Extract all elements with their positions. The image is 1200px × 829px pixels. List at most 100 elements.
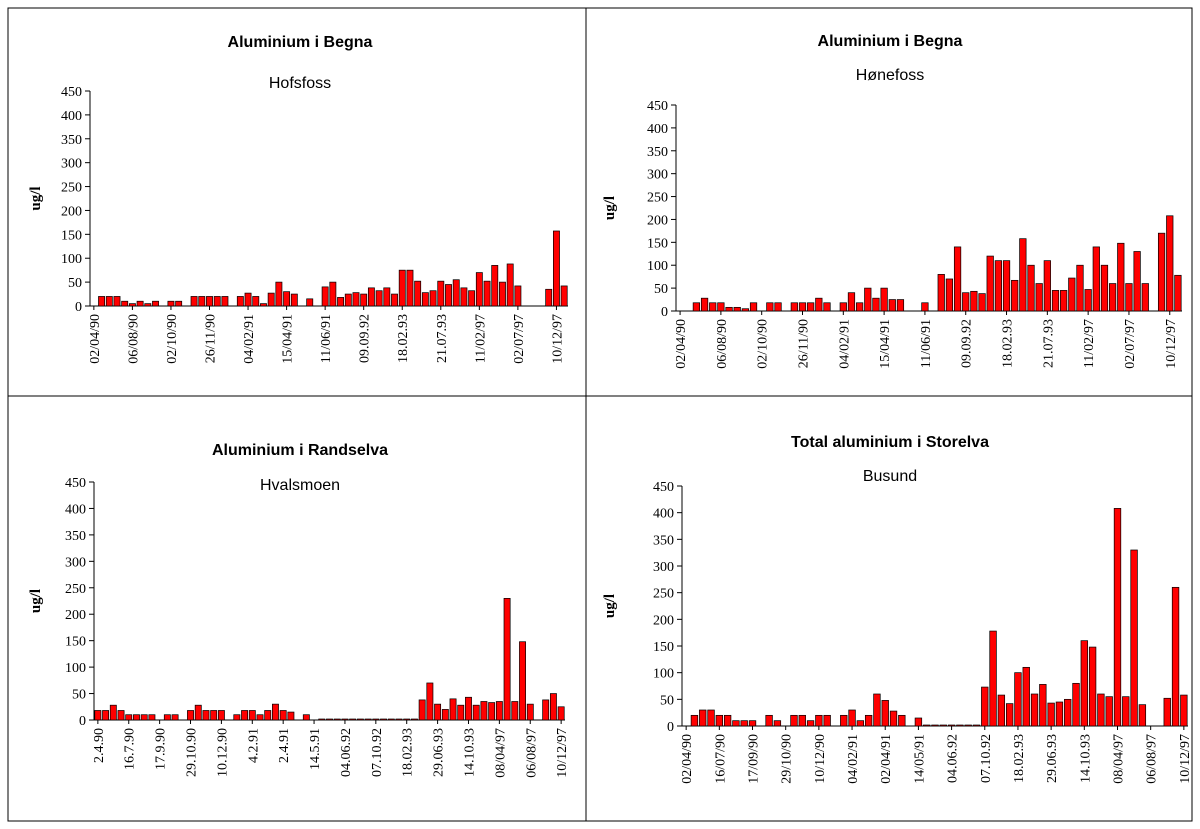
bar [1174, 274, 1182, 312]
bar [128, 303, 136, 307]
y-tick-label: 200 [653, 613, 674, 628]
y-tick-label: 250 [647, 191, 668, 206]
bar [553, 230, 560, 307]
bar [1092, 246, 1100, 312]
x-tick-label: 06/08/97 [1145, 734, 1160, 784]
bar [815, 297, 823, 312]
bar [881, 700, 889, 727]
bar [733, 306, 741, 312]
y-tick-label: 100 [61, 252, 82, 267]
bar [690, 714, 699, 727]
bar [923, 724, 931, 727]
bar [1157, 232, 1166, 312]
bar [306, 298, 314, 307]
bar [1125, 283, 1133, 312]
x-tick-label: 06/08/97 [524, 728, 539, 778]
bar [491, 265, 499, 307]
y-axis-label: ug/l [28, 186, 44, 210]
bar [267, 292, 275, 307]
y-tick-label: 450 [653, 480, 674, 495]
chart-subtitle: Hønefoss [856, 67, 924, 84]
y-tick-label: 450 [65, 476, 86, 491]
bar [807, 302, 815, 312]
bar [329, 281, 337, 307]
x-tick-label: 17/09/90 [747, 734, 762, 784]
bar [997, 694, 1006, 727]
bar [511, 701, 519, 721]
x-tick-label: 02/10/90 [756, 319, 771, 369]
x-tick-label: 04/02/91 [846, 734, 861, 784]
bar [202, 710, 210, 721]
bar [1100, 264, 1109, 312]
bar [848, 709, 856, 727]
bar [709, 302, 717, 312]
bar [1109, 283, 1117, 312]
bar [707, 709, 715, 727]
bar [206, 296, 213, 307]
bar [341, 718, 349, 721]
x-tick-label: 04/02/91 [837, 319, 852, 369]
bar [1055, 701, 1064, 727]
bar [898, 714, 906, 727]
x-tick-label: 02/04/90 [88, 314, 103, 364]
bar [344, 293, 352, 307]
x-tick-label: 4.2.91 [246, 728, 261, 763]
bar [105, 296, 113, 307]
x-tick-label: 29.10.90 [185, 728, 200, 777]
bar [406, 269, 414, 307]
bar [1047, 702, 1055, 727]
y-tick-label: 50 [72, 688, 86, 703]
x-tick-label: 10/12/97 [1164, 319, 1179, 369]
x-tick-label: 18.02.93 [396, 314, 411, 363]
x-tick-label: 26/11/90 [204, 314, 219, 363]
y-tick-label: 50 [68, 276, 82, 291]
y-tick-label: 300 [61, 157, 82, 172]
bar [367, 287, 375, 307]
x-tick-label: 11/02/97 [473, 314, 488, 363]
y-tick-label: 0 [667, 720, 674, 735]
x-tick-label: 18.02.93 [1001, 319, 1016, 368]
bar [445, 284, 452, 307]
bar [217, 710, 225, 721]
bar [264, 710, 272, 721]
bar [888, 299, 896, 312]
bar [244, 292, 252, 307]
bar [360, 293, 368, 307]
bar [480, 701, 488, 721]
bar [398, 269, 406, 307]
y-axis-label: ug/l [602, 196, 618, 220]
bar [148, 714, 156, 721]
x-tick-label: 14/05/91 [912, 734, 927, 784]
bar [460, 287, 468, 307]
bar [140, 714, 148, 721]
bar [1166, 215, 1174, 312]
bar [725, 306, 733, 312]
bar [514, 285, 522, 307]
bar [1097, 693, 1105, 727]
bar [1088, 646, 1097, 727]
bar [221, 296, 229, 307]
bar [798, 714, 806, 727]
bar [773, 720, 782, 727]
bar [519, 641, 526, 721]
bar [717, 302, 725, 312]
bar [457, 704, 465, 721]
bar [364, 718, 372, 721]
x-tick-label: 17.9.90 [154, 728, 169, 770]
bar [321, 286, 329, 307]
bar [937, 274, 945, 312]
bar [847, 292, 856, 312]
y-tick-label: 250 [65, 582, 86, 597]
bar [414, 280, 422, 307]
bar [790, 302, 798, 312]
bar [163, 714, 171, 721]
bar [873, 693, 881, 727]
bar [349, 718, 357, 721]
x-tick-label: 11/06/91 [919, 319, 934, 368]
bar [774, 302, 782, 312]
bar [241, 710, 249, 721]
y-tick-label: 250 [653, 587, 674, 602]
bar [994, 260, 1002, 312]
bar [236, 296, 244, 307]
bar [741, 308, 749, 312]
